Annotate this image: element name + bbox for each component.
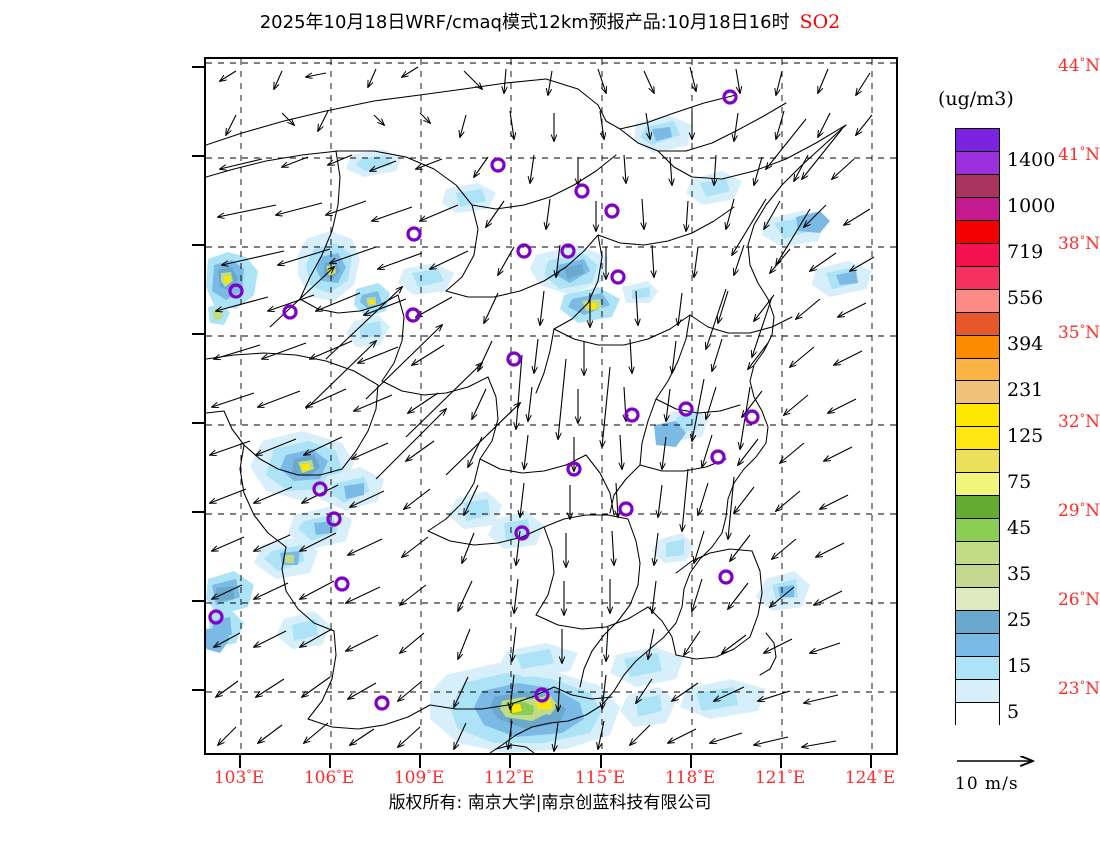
colorbar-band-6 (956, 266, 999, 290)
colorbar-band-15 (956, 473, 999, 497)
wind-arrow-icon (957, 750, 1075, 772)
wind-scale-legend: 10 m/s (955, 750, 1085, 794)
lat-label-32: 32°N (1057, 412, 1100, 432)
city-markers[interactable] (208, 89, 760, 711)
lat-tick-41 (192, 155, 206, 157)
colorbar-band-1 (956, 151, 999, 175)
lat-tick-26 (192, 600, 206, 602)
lon-label-103: 103°E (213, 768, 265, 788)
lat-tick-23 (192, 689, 206, 691)
colorbar-band-20 (956, 588, 999, 612)
lon-tick-118 (690, 755, 692, 768)
lat-label-26: 26°N (1057, 590, 1100, 610)
lat-tick-35 (192, 333, 206, 335)
colorbar-band-3 (956, 197, 999, 221)
map-plot-area[interactable] (204, 57, 898, 755)
colorbar-band-11 (956, 381, 999, 405)
lon-tick-121 (780, 755, 782, 768)
colorbar-band-5 (956, 243, 999, 267)
lon-label-121: 121°E (754, 768, 806, 788)
colorbar-band-18 (956, 542, 999, 566)
lat-label-41: 41°N (1057, 145, 1100, 165)
lat-tick-29 (192, 511, 206, 513)
colorbar-band-17 (956, 519, 999, 543)
colorbar-band-16 (956, 496, 999, 520)
lon-label-109: 109°E (393, 768, 445, 788)
colorbar-label-719: 719 (1007, 241, 1044, 264)
colorbar-band-7 (956, 289, 999, 313)
colorbar-band-22 (956, 633, 999, 657)
colorbar-label-231: 231 (1007, 379, 1044, 402)
colorbar-band-24 (956, 679, 999, 703)
colorbar-band-0 (956, 129, 999, 152)
lon-tick-112 (509, 755, 511, 768)
lat-tick-32 (192, 422, 206, 424)
lat-tick-38 (192, 244, 206, 246)
lon-tick-109 (419, 755, 421, 768)
page-title-species: SO2 (799, 11, 841, 33)
colorbar-label-1000: 1000 (1007, 195, 1056, 218)
colorbar-band-14 (956, 450, 999, 474)
lon-label-124: 124°E (844, 768, 896, 788)
lat-tick-44 (192, 66, 206, 68)
page-title: 2025年10月18日WRF/cmaq模式12km预报产品:10月18日16时 S… (0, 8, 1100, 34)
lon-label-112: 112°E (483, 768, 535, 788)
colorbar-label-556: 556 (1007, 287, 1044, 310)
colorbar-band-13 (956, 427, 999, 451)
page-title-main: 2025年10月18日WRF/cmaq模式12km预报产品:10月18日16时 (259, 12, 790, 33)
colorbar-band-19 (956, 565, 999, 589)
lon-tick-115 (600, 755, 602, 768)
lon-label-118: 118°E (664, 768, 716, 788)
colorbar-band-23 (956, 656, 999, 680)
colorbar-band-4 (956, 220, 999, 244)
colorbar-label-394: 394 (1007, 333, 1044, 356)
colorbar-band-12 (956, 404, 999, 428)
lon-label-115: 115°E (574, 768, 626, 788)
lat-label-38: 38°N (1057, 234, 1100, 254)
colorbar-band-21 (956, 611, 999, 634)
colorbar-label-75: 75 (1007, 470, 1032, 493)
lat-label-35: 35°N (1057, 323, 1100, 343)
lon-label-106: 106°E (303, 768, 355, 788)
lon-tick-106 (329, 755, 331, 768)
colorbar-band-25 (956, 702, 999, 726)
lon-tick-124 (870, 755, 872, 768)
wind-scale-label: 10 m/s (955, 774, 1019, 794)
colorbar-label-45: 45 (1007, 516, 1032, 539)
wind-vectors (210, 66, 875, 751)
lat-label-29: 29°N (1057, 501, 1100, 521)
colorbar-band-9 (956, 335, 999, 359)
lat-label-23: 23°N (1057, 679, 1100, 699)
colorbar-label-1400: 1400 (1007, 149, 1056, 172)
colorbar-label-15: 15 (1007, 654, 1032, 677)
colorbar-band-10 (956, 358, 999, 382)
concentration-field (206, 115, 872, 753)
copyright-footer: 版权所有: 南京大学|南京创蓝科技有限公司 (388, 793, 712, 813)
lat-label-44: 44°N (1057, 56, 1100, 76)
colorbar-label-25: 25 (1007, 608, 1032, 631)
colorbar-label-5: 5 (1007, 700, 1020, 723)
lon-tick-103 (239, 755, 241, 768)
colorbar-band-2 (956, 174, 999, 198)
colorbar-band-8 (956, 312, 999, 336)
colorbar-label-35: 35 (1007, 562, 1032, 585)
colorbar[interactable] (955, 128, 1000, 726)
colorbar-unit-label: (ug/m3) (938, 88, 1014, 110)
map-canvas (206, 59, 896, 753)
colorbar-label-125: 125 (1007, 424, 1044, 447)
